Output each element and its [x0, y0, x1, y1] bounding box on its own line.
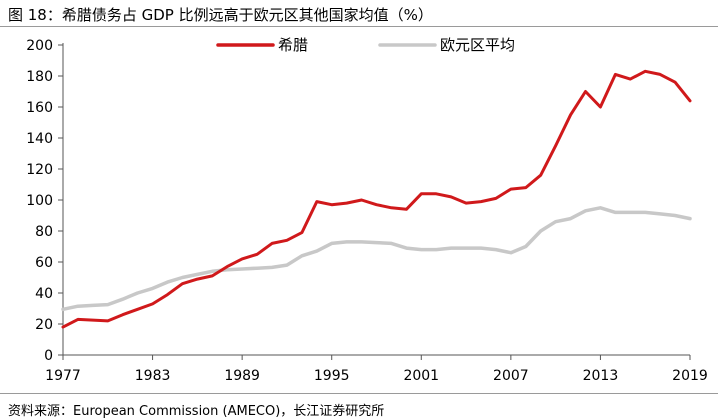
x-tick-label: 1977 — [45, 368, 81, 384]
legend-label-greece: 希腊 — [278, 36, 308, 54]
y-tick-label: 140 — [26, 131, 53, 147]
x-axis: 1977 1983 1989 1995 2001 2007 2013 2019 — [45, 354, 708, 384]
y-tick-label: 60 — [35, 255, 53, 271]
series-line-eurozone-average — [61, 206, 692, 312]
series-line-greece — [61, 69, 692, 329]
legend-label-eurozone-average: 欧元区平均 — [440, 36, 515, 54]
y-tick-label: 200 — [26, 38, 53, 54]
y-tick-label: 120 — [26, 162, 53, 178]
y-tick-label: 100 — [26, 193, 53, 209]
y-tick-label: 180 — [26, 69, 53, 85]
y-tick-label: 40 — [35, 286, 53, 302]
y-tick-label: 160 — [26, 100, 53, 116]
line-chart: 0 20 40 60 80 100 120 140 160 180 200 1977 1983 1989… — [26, 36, 708, 384]
footer-divider — [0, 393, 718, 394]
series-lines — [61, 69, 692, 329]
x-tick-label: 1995 — [314, 368, 350, 384]
y-axis: 0 20 40 60 80 100 120 140 160 180 200 — [26, 38, 64, 364]
title-divider — [0, 26, 718, 27]
x-tick-label: 1983 — [135, 368, 171, 384]
y-tick-label: 80 — [35, 224, 53, 240]
y-tick-label: 20 — [35, 317, 53, 333]
x-tick-label: 2013 — [583, 368, 619, 384]
y-tick-label: 0 — [44, 348, 53, 364]
x-tick-label: 2019 — [672, 368, 708, 384]
x-tick-label: 2001 — [403, 368, 439, 384]
figure-title: 图 18：希腊债务占 GDP 比例远高于欧元区其他国家均值（%） — [8, 6, 433, 24]
source-note: 资料来源：European Commission (AMECO)，长江证券研究所 — [8, 404, 385, 419]
x-tick-label: 2007 — [493, 368, 529, 384]
x-tick-label: 1989 — [224, 368, 260, 384]
legend: 希腊 欧元区平均 — [216, 36, 515, 54]
